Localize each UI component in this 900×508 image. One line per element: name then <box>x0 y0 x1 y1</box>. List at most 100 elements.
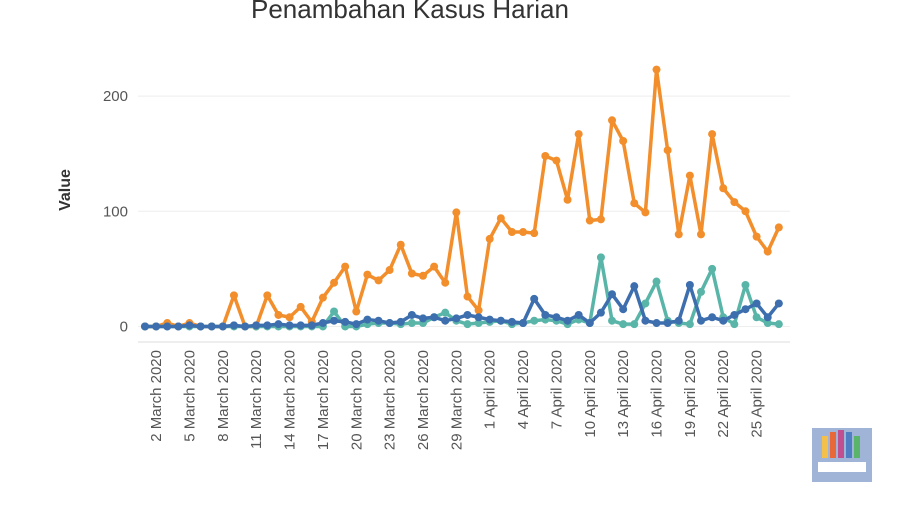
x-tick-label: 13 April 2020 <box>615 350 632 438</box>
point <box>663 319 672 328</box>
point <box>685 281 694 290</box>
x-tick-label: 4 April 2020 <box>515 350 532 429</box>
point <box>652 319 661 328</box>
point <box>474 313 483 322</box>
point <box>530 316 539 325</box>
point <box>396 317 405 326</box>
point <box>419 271 427 280</box>
x-tick-label: 19 April 2020 <box>682 350 699 438</box>
x-tick-label: 1 April 2020 <box>482 350 499 429</box>
x-tick-label: 5 March 2020 <box>181 350 198 442</box>
point <box>407 319 416 328</box>
point <box>641 316 650 325</box>
point <box>763 319 772 328</box>
point <box>185 321 194 330</box>
point <box>374 316 383 325</box>
x-tick-label: 2 March 2020 <box>148 350 165 442</box>
point <box>630 199 639 208</box>
point <box>596 308 605 317</box>
point <box>296 321 305 330</box>
series-line <box>145 283 781 329</box>
point <box>663 146 672 155</box>
point <box>596 253 605 262</box>
point <box>396 240 405 249</box>
point <box>752 299 761 308</box>
point <box>708 264 717 273</box>
point <box>274 320 283 329</box>
point <box>330 316 339 325</box>
point <box>574 310 583 319</box>
point <box>363 270 372 279</box>
point <box>708 313 717 322</box>
point <box>385 266 394 275</box>
y-tick-label: 0 <box>120 318 128 335</box>
point <box>519 228 528 237</box>
point <box>674 316 683 325</box>
point <box>585 216 594 225</box>
point <box>452 314 461 323</box>
x-tick-label: 7 April 2020 <box>548 350 565 429</box>
point <box>674 230 683 239</box>
point <box>496 316 505 325</box>
point <box>519 319 528 328</box>
point <box>407 310 416 319</box>
point <box>252 321 261 330</box>
point <box>285 313 294 322</box>
point <box>485 315 494 324</box>
point <box>463 310 472 319</box>
point <box>163 322 172 331</box>
chart-title: Penambahan Kasus Harian <box>251 0 569 24</box>
point <box>552 313 561 322</box>
point <box>774 223 783 232</box>
point <box>552 156 561 165</box>
point <box>496 214 505 223</box>
point <box>752 232 761 241</box>
x-tick-label: 16 April 2020 <box>649 350 666 438</box>
point <box>596 215 605 224</box>
x-tick-label: 11 March 2020 <box>248 350 265 449</box>
point <box>141 322 149 331</box>
point <box>218 322 227 331</box>
point <box>263 321 272 330</box>
point <box>741 305 750 314</box>
point <box>652 277 661 286</box>
x-tick-label: 23 March 2020 <box>382 350 399 450</box>
point <box>697 230 705 239</box>
point <box>619 305 628 314</box>
point <box>630 320 639 329</box>
point <box>507 228 516 237</box>
point <box>685 171 694 180</box>
point <box>708 130 717 139</box>
point <box>352 320 361 329</box>
point <box>641 299 650 308</box>
point <box>229 321 238 330</box>
point <box>341 317 350 326</box>
point <box>285 321 294 330</box>
point <box>229 291 238 300</box>
point <box>152 322 161 331</box>
point <box>419 314 427 323</box>
point <box>697 287 705 296</box>
point <box>341 262 350 271</box>
point <box>619 137 628 146</box>
point <box>296 302 305 311</box>
point <box>563 195 572 204</box>
point <box>407 269 416 278</box>
x-tick-label: 29 March 2020 <box>448 350 465 450</box>
point <box>330 278 339 287</box>
y-axis-label: Value <box>57 169 74 211</box>
point <box>530 229 539 238</box>
point <box>430 262 439 271</box>
point <box>563 316 572 325</box>
point <box>719 184 728 193</box>
x-tick-label: 25 April 2020 <box>749 350 766 438</box>
point <box>774 299 783 308</box>
point <box>619 320 628 329</box>
point <box>763 313 772 322</box>
y-tick-label: 200 <box>103 88 128 105</box>
point <box>507 317 516 326</box>
point <box>608 290 617 299</box>
x-tick-label: 17 March 2020 <box>315 350 332 450</box>
point <box>641 208 650 217</box>
point <box>485 234 494 243</box>
